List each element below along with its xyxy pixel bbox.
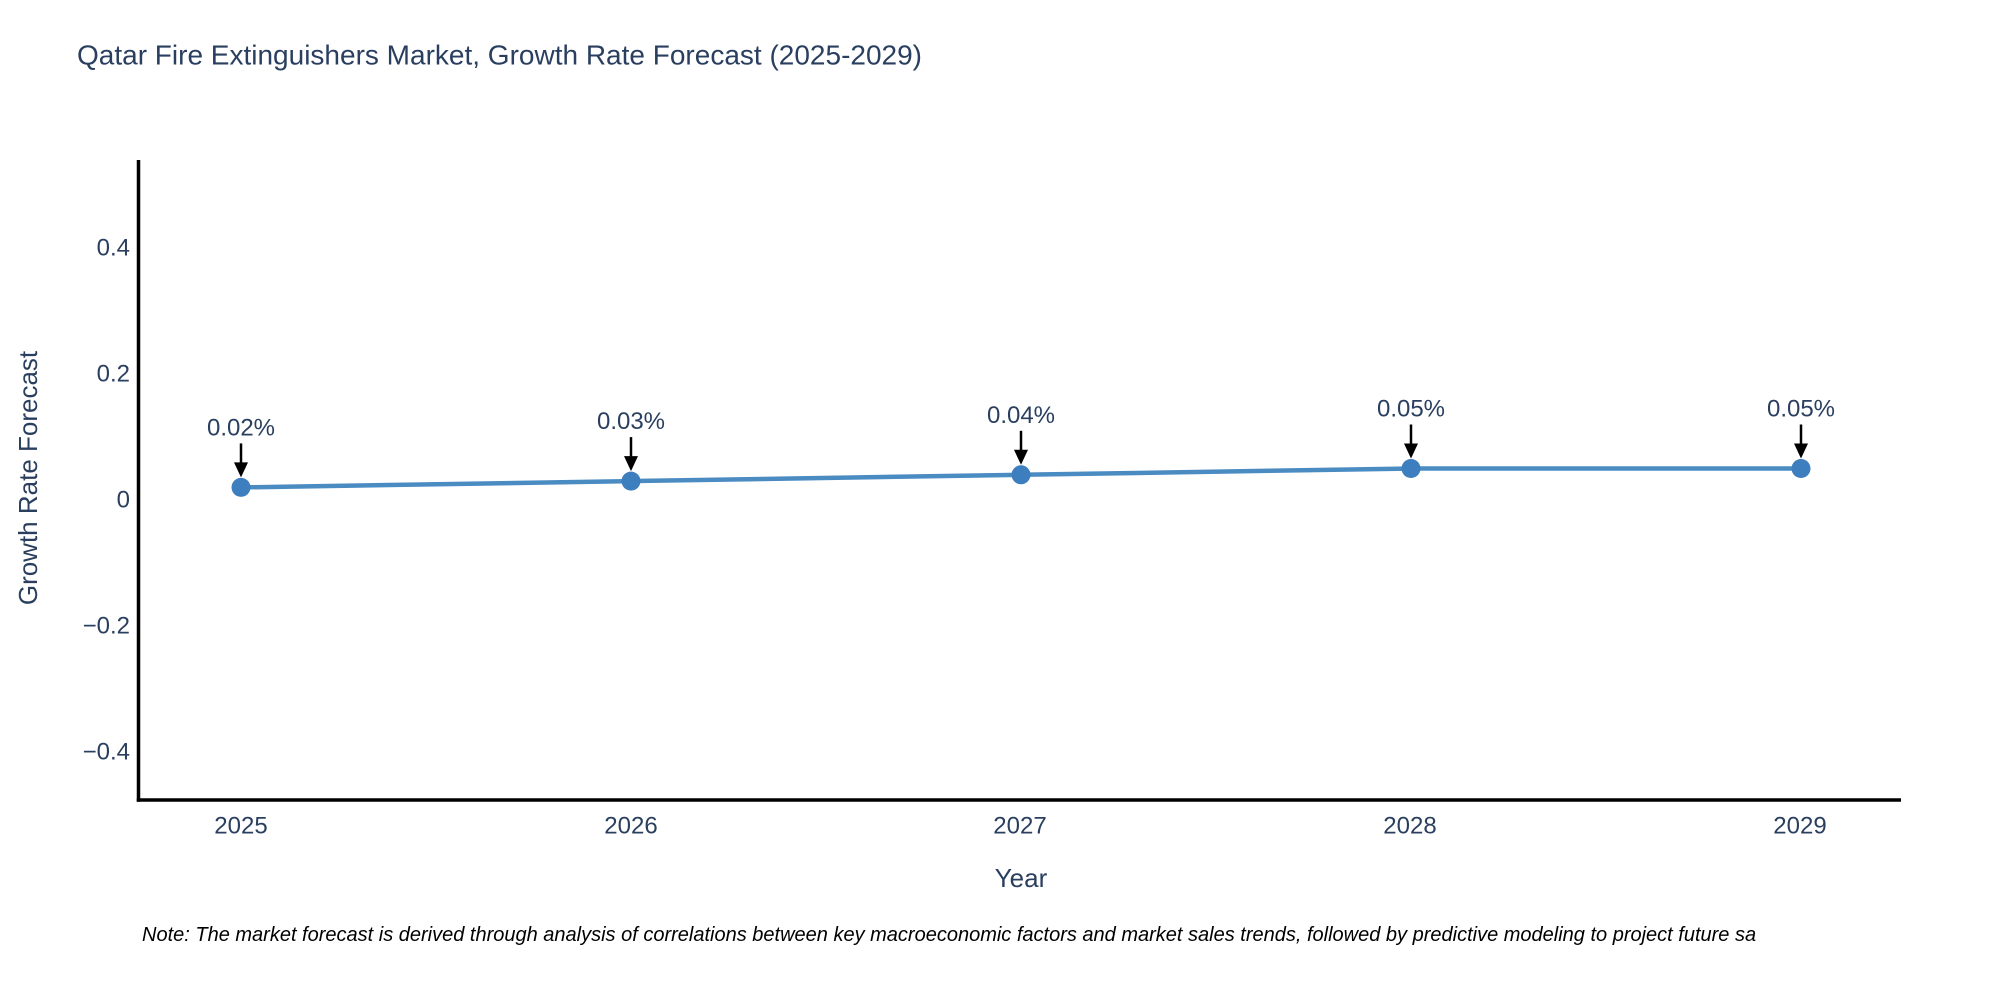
y-tick-label: 0 [117,487,130,514]
data-point-2029[interactable] [1791,459,1811,478]
x-tick-label: 2027 [993,813,1046,840]
data-series: 0.02% 0.03% 0.04% 0.05% 0.05% [207,396,1835,497]
annotation-label: 0.05% [1377,396,1445,423]
y-tick-label: −0.2 [83,613,130,640]
y-axis-title: Growth Rate Forecast [13,350,43,605]
data-point-2028[interactable] [1401,459,1421,478]
annotation-arrowhead-icon [234,462,248,478]
x-tick-label: 2028 [1383,813,1436,840]
annotation-label: 0.02% [207,414,275,441]
annotation-label: 0.04% [987,402,1055,429]
x-tick-label: 2029 [1773,813,1826,840]
y-axis: 0.4 0.2 0 −0.2 −0.4 Growth Rate Forecast [13,235,130,766]
chart-title: Qatar Fire Extinguishers Market, Growth … [77,40,922,71]
x-tick-label: 2026 [604,813,657,840]
data-point-2026[interactable] [621,471,641,491]
x-tick-label: 2025 [214,813,267,840]
data-point-2025[interactable] [231,477,251,497]
annotation-label: 0.03% [597,408,665,435]
footnote: Note: The market forecast is derived thr… [142,924,1756,946]
annotation-arrowhead-icon [1404,443,1418,459]
axes [136,160,1901,802]
annotation-arrowhead-icon [1014,449,1028,465]
x-axis: 2025 2026 2027 2028 2029 Year [214,813,1826,894]
y-tick-label: 0.2 [97,361,130,388]
annotation-arrowhead-icon [1794,443,1808,459]
annotation-label: 0.05% [1767,396,1835,423]
data-point-2027[interactable] [1011,465,1031,485]
y-tick-label: 0.4 [97,235,130,262]
y-tick-label: −0.4 [83,739,130,766]
x-axis-title: Year [995,863,1048,893]
annotation-arrowhead-icon [624,456,638,472]
